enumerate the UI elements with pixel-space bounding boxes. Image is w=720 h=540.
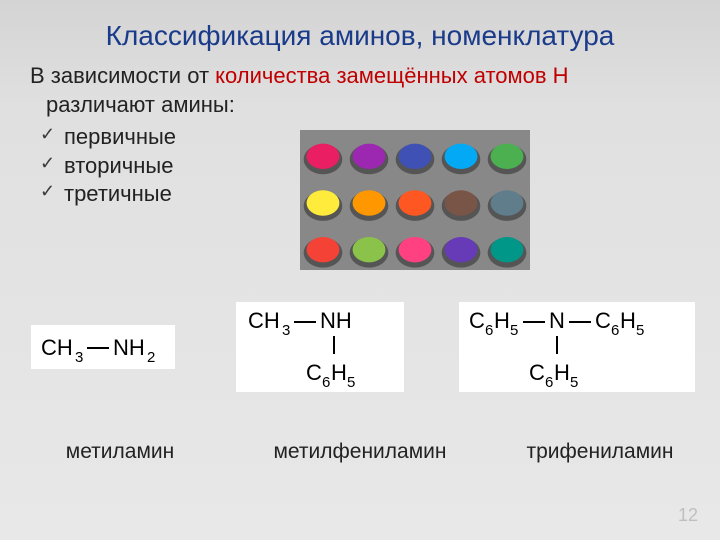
svg-text:H: H — [331, 360, 347, 385]
label-triphenylamine: трифениламин — [490, 440, 710, 464]
svg-text:6: 6 — [322, 374, 330, 391]
svg-text:CH: CH — [41, 335, 73, 360]
svg-text:6: 6 — [611, 322, 619, 339]
formula-triphenylamine: C 6 H 5 N C 6 H 5 C 6 H 5 — [457, 300, 697, 400]
svg-text:5: 5 — [570, 374, 578, 391]
formula2-svg: CH 3 NH C 6 H 5 — [230, 300, 410, 395]
svg-text:5: 5 — [510, 322, 518, 339]
svg-text:C: C — [469, 308, 485, 333]
pigments-svg — [300, 130, 530, 270]
svg-text:NH: NH — [113, 335, 145, 360]
formulas-row: CH 3 NH 2 CH 3 NH C 6 H 5 — [0, 300, 720, 400]
svg-text:5: 5 — [636, 322, 644, 339]
formula1-svg: CH 3 NH 2 — [23, 300, 183, 395]
slide-number: 12 — [678, 505, 698, 526]
formula-methylphenylamine: CH 3 NH C 6 H 5 — [230, 300, 410, 400]
svg-text:C: C — [595, 308, 611, 333]
slide: Классификация аминов, номенклатура В зав… — [0, 0, 720, 540]
intro-part2: различают амины: — [30, 92, 235, 117]
svg-text:N: N — [549, 308, 565, 333]
svg-text:6: 6 — [485, 322, 493, 339]
svg-text:C: C — [529, 360, 545, 385]
pigments-image — [300, 130, 530, 270]
intro-text: В зависимости от количества замещённых а… — [0, 62, 720, 119]
formula-methylamine: CH 3 NH 2 — [23, 300, 183, 400]
svg-text:3: 3 — [282, 322, 290, 339]
label-methylamine: метиламин — [10, 440, 230, 464]
svg-text:6: 6 — [545, 374, 553, 391]
labels-row: метиламин метилфениламин трифениламин — [0, 440, 720, 464]
svg-text:NH: NH — [320, 308, 352, 333]
svg-text:2: 2 — [147, 349, 155, 366]
svg-text:H: H — [620, 308, 636, 333]
svg-text:H: H — [494, 308, 510, 333]
intro-part1: В зависимости от — [30, 63, 215, 88]
svg-text:C: C — [306, 360, 322, 385]
svg-text:H: H — [554, 360, 570, 385]
svg-text:3: 3 — [75, 349, 83, 366]
formula3-svg: C 6 H 5 N C 6 H 5 C 6 H 5 — [457, 300, 697, 395]
svg-text:CH: CH — [248, 308, 280, 333]
svg-text:5: 5 — [347, 374, 355, 391]
intro-highlight: количества замещённых атомов Н — [215, 63, 568, 88]
slide-title: Классификация аминов, номенклатура — [0, 0, 720, 62]
label-methylphenylamine: метилфениламин — [250, 440, 470, 464]
